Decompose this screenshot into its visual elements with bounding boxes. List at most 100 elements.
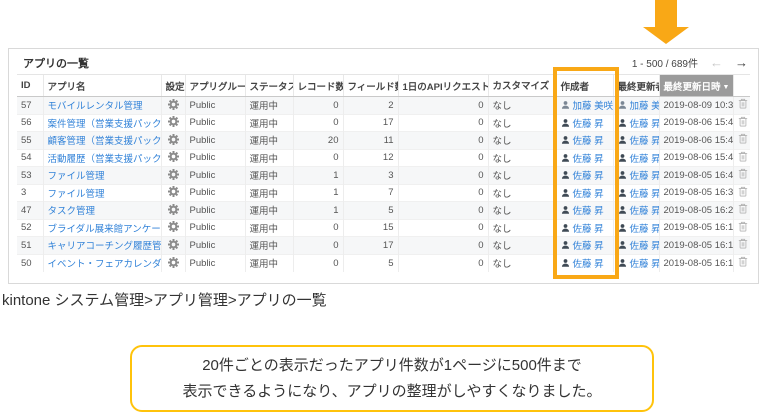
user-avatar-icon: [618, 100, 627, 110]
app-status: 運用中: [244, 183, 293, 202]
updater-link[interactable]: 佐藤 昇: [629, 206, 660, 218]
col-header-fields[interactable]: フィールド数: [342, 74, 398, 97]
delete-app-button[interactable]: [732, 96, 750, 114]
creator-link[interactable]: 佐藤 昇: [572, 153, 604, 165]
field-count: 3: [342, 166, 398, 184]
table-header-row: ID アプリ名 設定 アプリグループ ステータス レコード数 フィールド数 1日…: [17, 74, 750, 97]
app-settings-button[interactable]: [160, 166, 185, 184]
annotation-arrow-icon: [655, 0, 677, 27]
col-header-updated-sorted[interactable]: 最終更新日時 ▼: [658, 74, 733, 97]
delete-app-button[interactable]: [732, 201, 750, 219]
app-name-link[interactable]: 案件管理（営業支援パック）: [47, 118, 162, 130]
table-row: 52 ブライダル展来館アンケート Public 運用中 0 15 0: [17, 218, 750, 237]
app-settings-button[interactable]: [160, 201, 185, 219]
app-group: Public: [184, 131, 245, 149]
updater-link[interactable]: 佐藤 昇: [629, 223, 660, 235]
creator-link[interactable]: 佐藤 昇: [572, 241, 604, 253]
app-group: Public: [184, 96, 245, 114]
creator-link[interactable]: 加藤 美咲: [572, 101, 614, 113]
api-request-count: 0: [397, 236, 488, 254]
pagination-range: 1 - 500 / 689件: [631, 59, 698, 70]
col-header-app-name[interactable]: アプリ名: [42, 74, 161, 97]
gear-icon: [167, 203, 179, 217]
panel-title: アプリの一覧: [23, 57, 89, 70]
app-status: 運用中: [244, 166, 293, 184]
updater-link[interactable]: 佐藤 昇: [629, 153, 660, 165]
app-group: Public: [184, 236, 245, 254]
user-avatar-icon: [618, 135, 627, 145]
delete-app-button[interactable]: [732, 253, 750, 272]
delete-app-button[interactable]: [732, 113, 750, 132]
trash-icon: [738, 99, 748, 112]
app-settings-button[interactable]: [160, 183, 185, 202]
app-name-link[interactable]: ファイル管理: [47, 171, 105, 183]
app-name-link[interactable]: タスク管理: [47, 206, 96, 218]
app-name-link[interactable]: 顧客管理（営業支援パック）: [47, 136, 162, 148]
callout-note: 20件ごとの表示だったアプリ件数が1ページに500件まで 表示できるようになり、…: [130, 345, 654, 412]
delete-app-button[interactable]: [732, 166, 750, 184]
user-avatar-icon: [618, 118, 627, 128]
app-settings-button[interactable]: [160, 253, 185, 272]
api-request-count: 0: [397, 148, 488, 167]
app-settings-button[interactable]: [160, 113, 185, 132]
col-header-api-requests[interactable]: 1日のAPIリクエスト数: [397, 74, 488, 97]
app-name-link[interactable]: ファイル管理: [47, 188, 105, 200]
creator-link[interactable]: 佐藤 昇: [572, 171, 604, 183]
updater-link[interactable]: 佐藤 昇: [629, 118, 660, 130]
app-name-link[interactable]: ブライダル展来館アンケート: [47, 223, 162, 235]
app-status: 運用中: [244, 96, 293, 114]
app-id: 52: [17, 218, 43, 237]
updater-link[interactable]: 佐藤 昇: [629, 259, 660, 270]
updater-link[interactable]: 加藤 美咲: [629, 101, 660, 113]
user-avatar-icon: [618, 258, 627, 268]
updated-datetime: 2019-08-05 16:27: [658, 201, 733, 219]
creator-link[interactable]: 佐藤 昇: [572, 206, 604, 218]
app-name-link[interactable]: モバイルレンタル管理: [47, 101, 143, 113]
app-settings-button[interactable]: [160, 131, 185, 149]
col-header-status[interactable]: ステータス: [244, 74, 293, 97]
next-page-icon[interactable]: →: [735, 55, 748, 70]
app-settings-button[interactable]: [160, 236, 185, 254]
updated-datetime: 2019-08-05 16:11: [658, 218, 733, 237]
col-header-id[interactable]: ID: [17, 74, 43, 97]
customize-value: なし: [487, 218, 556, 237]
col-header-creator[interactable]: 作成者: [555, 74, 613, 97]
creator-link[interactable]: 佐藤 昇: [572, 223, 604, 235]
app-settings-button[interactable]: [160, 96, 185, 114]
app-name-link[interactable]: イベント・フェアカレンダー: [47, 259, 162, 270]
col-header-records[interactable]: レコード数: [292, 74, 343, 97]
app-settings-button[interactable]: [160, 218, 185, 237]
updater-link[interactable]: 佐藤 昇: [629, 136, 660, 148]
app-settings-button[interactable]: [160, 148, 185, 167]
field-count: 7: [342, 183, 398, 202]
updater-link[interactable]: 佐藤 昇: [629, 241, 660, 253]
col-header-customize[interactable]: カスタマイズ?: [487, 74, 556, 97]
trash-icon: [738, 239, 748, 252]
delete-app-button[interactable]: [732, 218, 750, 237]
delete-app-button[interactable]: [732, 183, 750, 202]
col-header-updater[interactable]: 最終更新者: [612, 74, 659, 97]
delete-app-button[interactable]: [732, 148, 750, 167]
delete-app-button[interactable]: [732, 236, 750, 254]
prev-page-icon[interactable]: ←: [710, 55, 723, 70]
app-name-link[interactable]: 活動履歴（営業支援パック）: [47, 153, 162, 165]
trash-icon: [738, 169, 748, 182]
field-count: 2: [342, 96, 398, 114]
user-avatar-icon: [561, 170, 570, 180]
trash-icon: [738, 256, 748, 270]
creator-link[interactable]: 佐藤 昇: [572, 188, 604, 200]
updater-link[interactable]: 佐藤 昇: [629, 188, 660, 200]
table-row: 3 ファイル管理 Public 運用中 1 7 0 なし: [17, 183, 750, 202]
app-name-link[interactable]: キャリアコーチング履歴管理: [47, 241, 162, 253]
col-header-app-group[interactable]: アプリグループ: [184, 74, 245, 97]
table-row: 47 タスク管理 Public 運用中 1 5 0 なし: [17, 201, 750, 219]
table-row: 57 モバイルレンタル管理 Public 運用中 0 2 0 なし: [17, 96, 750, 114]
app-group: Public: [184, 253, 245, 272]
updater-link[interactable]: 佐藤 昇: [629, 171, 660, 183]
creator-link[interactable]: 佐藤 昇: [572, 136, 604, 148]
creator-link[interactable]: 佐藤 昇: [572, 118, 604, 130]
user-avatar-icon: [561, 118, 570, 128]
delete-app-button[interactable]: [732, 131, 750, 149]
pagination: 1 - 500 / 689件 ← →: [632, 55, 748, 70]
creator-link[interactable]: 佐藤 昇: [572, 259, 604, 270]
